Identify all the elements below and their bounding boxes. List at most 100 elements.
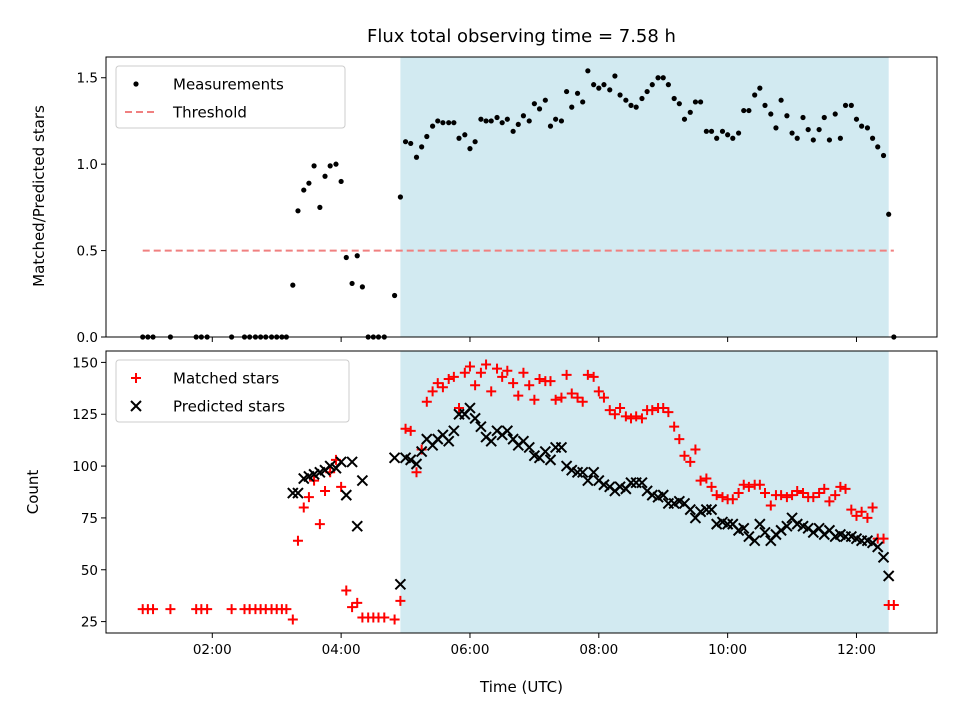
bottom-data-point [759,526,771,539]
bottom-axes-frame [105,350,938,634]
bottom-data-point [566,388,577,399]
top-data-point [703,128,709,134]
bottom-data-point [781,520,793,532]
bottom-data-point [459,367,470,378]
top-data-point [580,99,586,105]
bottom-data-point [787,490,798,501]
bottom-data-point [814,488,825,499]
top-data-point [655,75,661,81]
top-data-point [826,137,833,143]
bottom-data-point [427,386,438,397]
bottom-data-point [701,473,712,484]
top-data-point [821,114,827,121]
top-data-point [628,102,634,108]
top-data-point [510,128,516,134]
top-data-point [531,101,537,107]
bottom-data-point [781,492,792,503]
bottom-x-tick-label: 10:00 [708,642,747,658]
bottom-data-point [388,452,401,464]
bottom-data-point [571,466,584,479]
bottom-data-point [287,614,298,625]
bottom-data-point [394,578,407,590]
bottom-data-point [529,394,540,405]
bottom-data-point [464,361,475,372]
bottom-data-point [658,403,669,414]
top-y-tick-label: 1.5 [77,71,98,87]
top-data-point [859,123,865,129]
bottom-data-point [513,390,524,401]
bottom-data-point [760,488,771,499]
bottom-data-point [690,444,701,455]
top-data-point [746,107,752,114]
bottom-data-point [470,380,481,391]
bottom-data-point [404,454,417,466]
top-y-tick-label: 0.5 [77,244,98,260]
top-data-point [408,140,414,147]
top-data-point [504,116,510,122]
bottom-data-point [410,458,423,470]
top-data-point [660,75,666,81]
top-legend-swatch [133,81,139,87]
bottom-data-point [636,476,648,489]
top-data-point [639,95,645,102]
top-data-point [462,132,468,138]
bottom-data-point [636,413,647,424]
bottom-data-point [448,425,460,437]
bottom-data-point [287,487,299,499]
bottom-data-point [544,454,557,466]
top-data-point [607,87,613,93]
top-data-point [612,73,618,79]
top-data-point [526,118,532,124]
top-data-point [547,123,554,129]
bottom-data-point [550,394,561,405]
bottom-data-point [792,485,803,496]
top-data-point [805,126,811,133]
bottom-data-point [685,456,696,467]
top-data-point [735,130,742,136]
bottom-y-tick-label: 25 [81,615,98,631]
top-data-point [617,92,623,98]
bottom-data-point [497,371,508,382]
top-y-tick-label: 1.0 [77,157,98,173]
bottom-data-point [336,481,347,492]
top-data-point [359,284,365,290]
top-data-point [681,116,688,122]
bottom-data-point [303,492,314,503]
bottom-data-point [148,604,159,615]
top-data-point [306,180,312,186]
top-data-point [880,152,887,159]
bottom-data-point [335,456,347,468]
bottom-data-point [738,479,749,490]
top-data-point [467,146,473,152]
bottom-data-point [347,602,358,613]
top-data-point [536,106,543,112]
bottom-data-point [545,376,556,387]
top-data-point [488,118,494,124]
bottom-data-point [352,597,363,608]
top-data-point [714,135,720,141]
top-data-point [295,208,301,214]
bottom-data-point [448,371,459,382]
bottom-data-point [582,369,593,380]
bottom-data-point [807,526,820,539]
top-legend-box [115,65,346,129]
bottom-data-point [840,483,851,494]
bottom-series-1 [137,359,899,625]
bottom-series-2 [287,402,895,590]
bottom-data-point [411,467,422,478]
top-data-point [494,114,500,121]
top-data-point [725,132,731,138]
top-data-point [671,95,677,102]
bottom-data-point [878,533,889,544]
top-data-point [864,125,871,131]
bottom-data-point [706,481,717,492]
bottom-data-point [415,445,428,458]
top-data-point [687,109,693,115]
top-data-point [574,90,581,96]
bottom-legend-box [115,359,350,423]
top-data-point [837,135,843,141]
top-y-axis-label: Matched/Predicted stars [30,105,48,287]
bottom-data-point [475,367,486,378]
top-observing-window [400,57,889,337]
